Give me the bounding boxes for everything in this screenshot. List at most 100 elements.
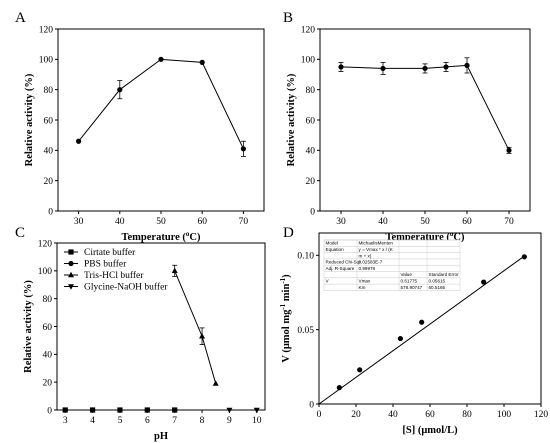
y-tick-label: 100 <box>39 56 54 66</box>
x-axis-title: [S] (μmol/L) <box>402 425 458 436</box>
y-tick-label: 0 <box>47 406 52 416</box>
x-tick-label: 50 <box>420 217 430 227</box>
fit-line <box>318 255 525 405</box>
y-tick-label: 100 <box>301 56 316 66</box>
y-tick-label: 120 <box>301 25 316 35</box>
stats-cell: Adj. R-Square <box>326 266 355 271</box>
panel-a: A 30 40 50 60 70 0 20 40 60 80 100 120 Temperature (o… <box>15 10 265 243</box>
legend-marker <box>68 260 74 267</box>
x-tick-label: 9 <box>227 416 232 426</box>
data-point <box>397 335 403 342</box>
x-tick-label: 8 <box>200 416 205 426</box>
stats-cell: V <box>326 279 330 284</box>
x-tick-label: 60 <box>197 217 207 227</box>
x-tick-label: 60 <box>425 410 435 420</box>
legend-label: Tris-HCl buffer <box>84 270 144 281</box>
y-axis-title: Relative activity (%) <box>24 73 35 166</box>
x-tick-label: 20 <box>351 410 361 420</box>
legend-label: PBS buffer <box>84 259 127 270</box>
y-tick-label: 20 <box>43 378 53 388</box>
y-tick-label: 80 <box>306 86 316 96</box>
data-point <box>240 146 246 152</box>
panel-letter: A <box>15 10 26 26</box>
data-point <box>380 65 386 72</box>
y-tick-label: 120 <box>38 239 53 249</box>
series-line <box>174 270 217 384</box>
data-point <box>336 385 342 391</box>
x-tick-label: 3 <box>63 416 68 426</box>
data-point <box>481 279 487 285</box>
data-point <box>62 407 68 413</box>
stats-cell: y = Vmax * x / (K <box>359 247 394 252</box>
y-tick-label: 40 <box>44 147 54 157</box>
y-tick-label: 40 <box>43 351 53 361</box>
panel-letter: C <box>15 225 25 241</box>
x-tick-label: 30 <box>74 217 84 227</box>
data-point <box>212 380 219 386</box>
y-tick-label: 100 <box>38 267 53 277</box>
data-point <box>172 407 178 413</box>
y-tick-label: 0 <box>310 207 315 217</box>
x-tick-label: 100 <box>497 410 512 420</box>
stats-cell: 60.5165 <box>429 285 446 290</box>
data-point <box>464 62 470 68</box>
x-tick-label: 70 <box>239 217 249 227</box>
stats-cell: 3.02583E-7 <box>359 260 383 265</box>
data-point <box>158 56 164 62</box>
stats-cell: Equation <box>326 247 345 252</box>
y-tick-label: 0.10 <box>297 252 314 262</box>
stats-cell: 0.99978 <box>359 266 376 271</box>
x-axis-title: Temperature (oC) <box>121 230 201 243</box>
stats-cell: 0.61775 <box>401 279 418 284</box>
x-tick-label: 80 <box>462 410 472 420</box>
y-tick-label: 20 <box>306 177 316 187</box>
data-point <box>521 254 527 260</box>
x-tick-label: 4 <box>90 416 95 426</box>
legend-label: Cirtate buffer <box>84 247 136 258</box>
y-tick-label: 80 <box>44 86 54 96</box>
data-point <box>357 367 363 373</box>
panel-letter: D <box>283 225 294 241</box>
y-tick-label: 60 <box>306 116 316 126</box>
data-point <box>419 319 425 325</box>
data-point <box>422 65 428 72</box>
x-tick-label: 50 <box>156 217 166 227</box>
legend-marker <box>68 249 74 255</box>
x-tick-label: 40 <box>388 410 398 420</box>
data-point <box>253 407 260 414</box>
y-axis-title: V (μmol mg-1 min-1) <box>279 274 292 363</box>
legend-marker <box>68 284 74 290</box>
x-tick-label: 40 <box>115 217 125 227</box>
data-point <box>117 87 123 93</box>
y-tick-label: 0 <box>48 207 53 217</box>
stats-cell: m + x) <box>359 253 372 258</box>
legend-label: Glycine-NaOH buffer <box>84 282 168 293</box>
data-point <box>199 333 206 339</box>
y-tick-label: 20 <box>44 177 54 187</box>
y-tick-label: 120 <box>39 25 54 35</box>
stats-cell: Standard Error <box>429 272 460 277</box>
legend-marker <box>68 271 74 278</box>
series-line <box>78 58 244 150</box>
plot-frame <box>57 28 265 212</box>
y-tick-label: 80 <box>43 295 53 305</box>
x-tick-label: 60 <box>462 217 472 227</box>
x-tick-label: 5 <box>118 416 123 426</box>
stats-cell: MichaelisMenten <box>359 241 394 246</box>
data-point <box>199 59 205 65</box>
data-point <box>76 138 82 144</box>
data-point <box>443 64 449 70</box>
data-point <box>171 267 178 274</box>
x-tick-label: 0 <box>317 410 322 420</box>
stats-cell: 0.05615 <box>429 279 446 284</box>
data-point <box>338 64 344 70</box>
x-tick-label: 7 <box>172 416 177 426</box>
stats-cell: Km <box>359 285 366 290</box>
data-point <box>117 407 123 413</box>
stats-cell: Value <box>401 272 413 277</box>
x-tick-label: 70 <box>504 217 514 227</box>
x-tick-label: 30 <box>336 217 346 227</box>
data-point <box>506 147 512 153</box>
